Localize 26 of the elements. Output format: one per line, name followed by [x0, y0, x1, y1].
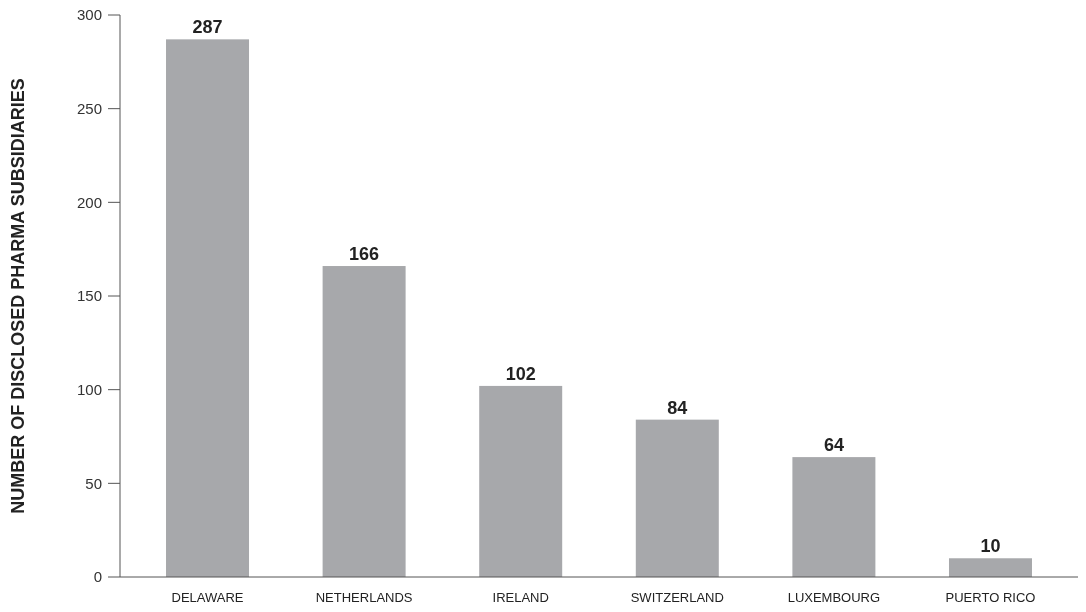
data-label: 102	[505, 363, 536, 384]
y-tick-label: 100	[76, 380, 102, 398]
data-label: 166	[349, 244, 380, 265]
x-tick-label: LUXEMBOURG	[787, 590, 881, 605]
x-tick-label: NETHERLANDS	[315, 590, 413, 605]
bar	[948, 558, 1032, 577]
x-tick-label: IRELAND	[492, 590, 549, 605]
bar	[792, 457, 876, 577]
data-label: 10	[980, 536, 1001, 557]
bar	[635, 419, 719, 577]
x-tick-label: DELAWARE	[171, 590, 244, 605]
y-tick-label: 200	[76, 193, 102, 211]
data-label: 287	[192, 17, 223, 38]
x-tick-label: SWITZERLAND	[630, 590, 724, 605]
y-tick-label: 300	[76, 6, 102, 24]
y-tick-label: 50	[85, 474, 102, 492]
y-tick-label: 0	[93, 568, 102, 586]
bar	[479, 385, 563, 577]
y-axis-title: NUMBER OF DISCLOSED PHARMA SUBSIDIARIES	[8, 78, 28, 514]
data-label: 84	[667, 397, 688, 418]
bar	[322, 266, 406, 577]
x-tick-label: PUERTO RICO	[945, 590, 1036, 605]
bar	[166, 39, 250, 577]
y-tick-label: 150	[76, 287, 102, 305]
y-tick-label: 250	[76, 99, 102, 117]
data-label: 64	[823, 435, 844, 456]
